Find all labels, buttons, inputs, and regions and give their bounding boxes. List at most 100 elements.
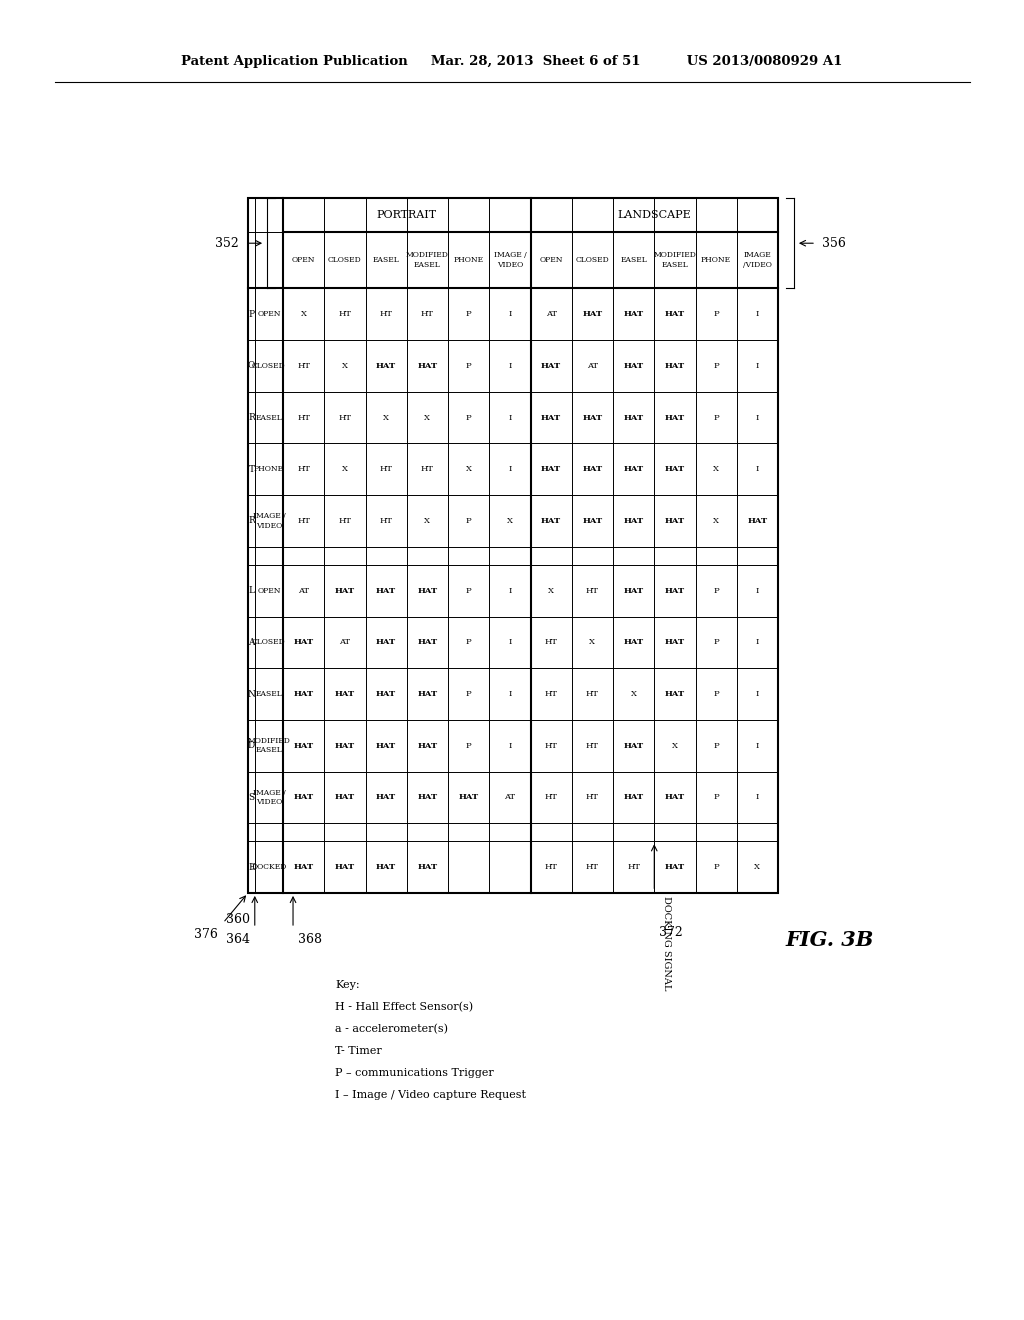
Text: HT: HT [586,793,599,801]
Text: R: R [248,516,255,525]
Text: PHONE: PHONE [454,256,483,264]
Text: EASEL: EASEL [256,690,283,698]
Text: I: I [508,586,512,595]
Text: 368: 368 [298,933,322,946]
Text: T- Timer: T- Timer [335,1045,382,1056]
Text: HT: HT [338,413,351,421]
Text: N: N [248,689,255,698]
Text: HAT: HAT [665,517,685,525]
Text: HT: HT [421,465,434,474]
Text: AT: AT [298,586,309,595]
Text: X: X [672,742,678,750]
Text: HAT: HAT [624,413,644,421]
Text: HAT: HAT [665,690,685,698]
Text: HAT: HAT [541,362,561,370]
Text: I: I [756,362,759,370]
Text: X: X [342,465,348,474]
Text: HAT: HAT [459,793,478,801]
Text: P: P [466,690,471,698]
Text: MODIFIED
EASEL: MODIFIED EASEL [406,251,449,268]
Text: HAT: HAT [418,639,437,647]
Text: OPEN: OPEN [257,586,281,595]
Text: I – Image / Video capture Request: I – Image / Video capture Request [335,1090,526,1100]
Text: HT: HT [421,310,434,318]
Text: HAT: HAT [418,793,437,801]
Text: EASEL: EASEL [256,413,283,421]
Text: I: I [756,793,759,801]
Text: HAT: HAT [294,690,313,698]
Text: P: P [714,310,719,318]
Text: HAT: HAT [624,742,644,750]
Text: HT: HT [545,690,558,698]
Text: HAT: HAT [624,362,644,370]
Text: HAT: HAT [418,690,437,698]
Text: Key:: Key: [335,979,359,990]
Text: I: I [756,639,759,647]
Text: EASEL: EASEL [373,256,399,264]
Text: I: I [508,362,512,370]
Text: P: P [714,413,719,421]
Text: HAT: HAT [376,793,396,801]
Text: HT: HT [338,517,351,525]
Text: I: I [508,310,512,318]
Text: HAT: HAT [583,413,602,421]
Text: P: P [466,639,471,647]
Text: AT: AT [339,639,350,647]
Text: P – communications Trigger: P – communications Trigger [335,1068,494,1078]
Text: HAT: HAT [376,362,396,370]
Text: I: I [508,465,512,474]
Text: 372: 372 [659,927,683,940]
Text: HAT: HAT [665,362,685,370]
Text: HAT: HAT [624,793,644,801]
Text: T: T [249,465,254,474]
Text: MODIFIED
EASEL: MODIFIED EASEL [248,737,291,754]
Text: HT: HT [545,639,558,647]
Text: HAT: HAT [665,310,685,318]
Text: P: P [714,863,719,871]
Text: P: P [466,310,471,318]
Text: I: I [508,413,512,421]
Text: HAT: HAT [665,465,685,474]
Text: CLOSED: CLOSED [328,256,361,264]
Text: P: P [249,310,254,318]
Text: AT: AT [505,793,515,801]
Text: I: I [756,310,759,318]
Text: HT: HT [297,517,310,525]
Text: HAT: HAT [335,742,355,750]
Text: FIG. 3B: FIG. 3B [785,931,874,950]
Text: P: P [714,586,719,595]
Text: HT: HT [380,310,392,318]
Text: IMAGE /
VIDEO: IMAGE / VIDEO [494,251,526,268]
Text: P: P [466,362,471,370]
Text: OPEN: OPEN [292,256,315,264]
Text: X: X [424,517,430,525]
Text: a - accelerometer(s): a - accelerometer(s) [335,1024,449,1035]
Text: HAT: HAT [541,517,561,525]
Text: IMAGE /
VIDEO: IMAGE / VIDEO [253,512,286,529]
Text: HAT: HAT [335,793,355,801]
Text: HAT: HAT [418,586,437,595]
Text: CLOSED: CLOSED [575,256,609,264]
Text: HAT: HAT [376,690,396,698]
Text: I: I [756,586,759,595]
Text: O: O [248,362,255,371]
Text: HAT: HAT [376,742,396,750]
Text: HT: HT [297,465,310,474]
Text: HAT: HAT [583,465,602,474]
Text: HT: HT [338,310,351,318]
Text: HT: HT [586,863,599,871]
Text: HT: HT [627,863,640,871]
Text: HT: HT [545,793,558,801]
Text: DOCKED: DOCKED [251,863,287,871]
Text: AT: AT [587,362,598,370]
Text: HAT: HAT [294,793,313,801]
Text: P: P [466,413,471,421]
Text: X: X [342,362,348,370]
Text: HAT: HAT [624,310,644,318]
Text: I: I [756,413,759,421]
Text: P: P [466,586,471,595]
Text: HAT: HAT [294,639,313,647]
Text: X: X [466,465,472,474]
Text: 352: 352 [215,236,239,249]
Text: HT: HT [380,517,392,525]
